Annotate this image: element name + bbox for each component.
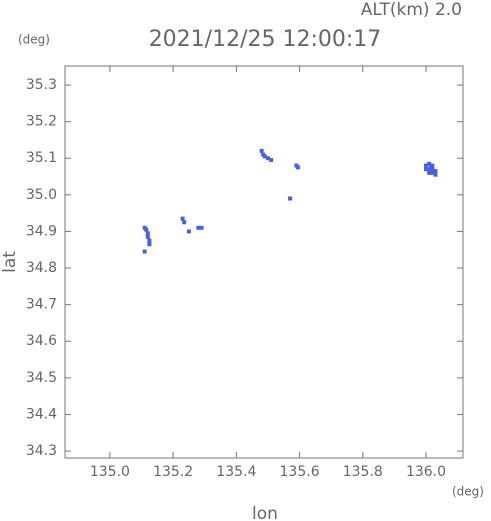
x-tick-label: 135.2: [153, 464, 193, 480]
data-point: [147, 238, 152, 243]
data-point: [424, 167, 429, 172]
data-point: [145, 234, 150, 239]
data-point: [142, 249, 147, 254]
y-tick-label: 34.4: [26, 406, 57, 422]
y-axis-label: lat: [0, 251, 20, 273]
chart-title: 2021/12/25 12:00:17: [149, 27, 382, 52]
x-tick-label: 135.6: [280, 464, 320, 480]
y-tick-label: 34.7: [26, 297, 57, 313]
y-tick-label: 35.1: [26, 150, 57, 166]
data-point: [427, 170, 432, 175]
data-point: [180, 216, 185, 221]
data-point: [288, 196, 293, 201]
data-point: [147, 242, 152, 247]
x-axis-label: lon: [252, 504, 278, 521]
y-tick-label: 34.3: [26, 443, 57, 459]
data-point: [262, 154, 267, 159]
x-tick-label: 135.8: [343, 464, 383, 480]
data-point: [182, 220, 187, 225]
y-tick-label: 34.6: [26, 333, 57, 349]
plot-frame: [64, 65, 464, 459]
data-point: [196, 225, 201, 230]
data-point: [186, 229, 191, 234]
altitude-label: ALT(km) 2.0: [361, 0, 462, 20]
data-point: [265, 156, 270, 161]
y-tick-label: 35.3: [26, 77, 57, 93]
y-unit: (deg): [18, 33, 50, 47]
y-tick-label: 34.5: [26, 370, 57, 386]
data-point: [433, 172, 438, 177]
data-point: [295, 165, 300, 170]
data-point: [269, 158, 274, 163]
y-tick-label: 34.9: [26, 223, 57, 239]
x-unit: (deg): [452, 485, 484, 499]
x-tick-label: 136.0: [406, 464, 446, 480]
data-point: [424, 163, 429, 168]
x-tick-label: 135.0: [90, 464, 130, 480]
y-tick-label: 35.0: [26, 187, 57, 203]
x-tick-label: 135.4: [216, 464, 256, 480]
data-point: [199, 225, 204, 230]
y-tick-label: 34.8: [26, 260, 57, 276]
data-point: [259, 148, 264, 153]
data-point: [145, 231, 150, 236]
data-point: [144, 227, 149, 232]
data-point: [427, 161, 432, 166]
data-point: [431, 169, 436, 174]
data-point: [428, 165, 433, 170]
y-tick-label: 35.2: [26, 114, 57, 130]
